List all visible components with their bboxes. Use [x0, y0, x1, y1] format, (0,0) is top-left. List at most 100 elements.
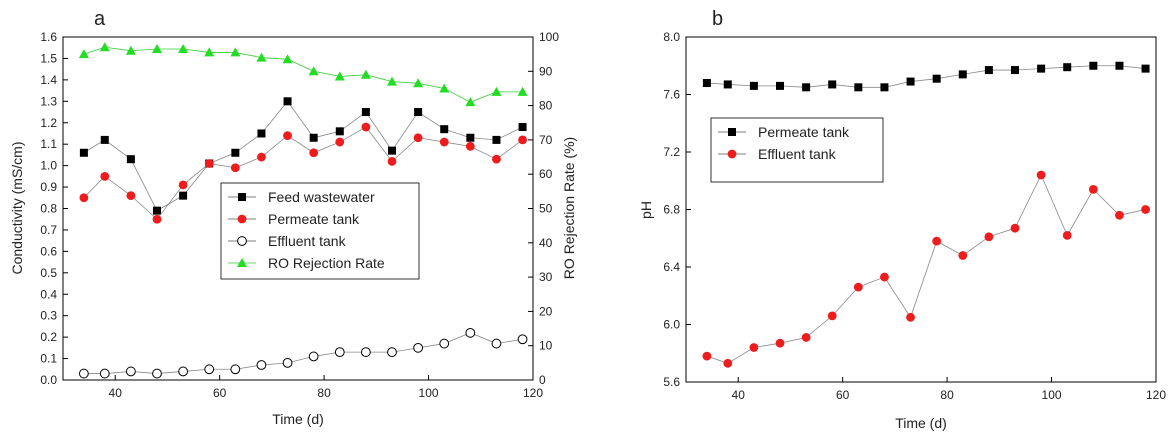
- data-point: [100, 171, 110, 181]
- data-point: [78, 368, 89, 379]
- data-point: [958, 70, 967, 79]
- y-axis-label-a: Conductivity (mS/cm): [9, 141, 25, 274]
- y-tick-label: 1.3: [40, 94, 57, 108]
- data-point: [79, 148, 88, 157]
- legend-b: Permeate tank Effluent tank: [710, 117, 884, 183]
- data-point: [1036, 170, 1046, 180]
- data-point: [99, 368, 110, 379]
- x-tick-label: 80: [940, 388, 954, 402]
- data-point: [932, 74, 941, 83]
- data-point: [775, 338, 785, 348]
- data-point: [360, 347, 371, 358]
- panel-label-b: b: [712, 8, 723, 30]
- y2-axis-label-a: RO Rejection Rate (%): [561, 137, 577, 279]
- data-point: [1115, 61, 1124, 70]
- legend-label: Effluent tank: [758, 146, 837, 162]
- y-tick-label: 0.2: [40, 330, 57, 344]
- data-point: [231, 148, 240, 157]
- y-tick-label: 0.6: [40, 244, 57, 258]
- legend-marker: [728, 128, 736, 136]
- legend-marker: [237, 258, 247, 267]
- y2-tick-label: 40: [539, 236, 553, 250]
- y-tick-label: 0.3: [40, 309, 57, 323]
- data-point: [854, 83, 863, 92]
- data-point: [256, 360, 267, 370]
- y-tick-label: 0.0: [40, 373, 57, 387]
- data-point: [1037, 64, 1046, 73]
- data-point: [78, 49, 89, 59]
- data-point: [414, 108, 423, 117]
- y2-tick-label: 70: [539, 133, 553, 147]
- data-point: [1063, 63, 1072, 72]
- x-axis-label-a: Time (d): [272, 411, 324, 427]
- y2-tick-label: 50: [539, 202, 553, 216]
- data-point: [282, 357, 293, 368]
- data-point: [413, 133, 423, 143]
- legend-label: RO Rejection Rate: [268, 255, 385, 271]
- x-axis-label-b: Time (d): [895, 415, 947, 431]
- data-point: [360, 69, 371, 79]
- data-point: [1141, 205, 1150, 214]
- legend-marker: [238, 193, 246, 201]
- data-point: [491, 338, 502, 349]
- data-point: [257, 129, 266, 138]
- y-tick-label: 0.9: [40, 180, 57, 194]
- data-point: [853, 282, 863, 292]
- y-tick-label: 7.2: [663, 145, 680, 159]
- series-line: [706, 65, 1146, 88]
- data-point: [204, 47, 215, 57]
- data-point: [440, 125, 449, 134]
- legend-label: Feed wastewater: [268, 189, 375, 205]
- data-point: [413, 342, 424, 353]
- y2-tick-label: 80: [539, 99, 553, 113]
- data-point: [361, 108, 370, 117]
- y-tick-label: 1.2: [40, 116, 57, 130]
- data-point: [802, 83, 811, 92]
- data-point: [179, 191, 188, 200]
- y-axis-label-b: pH: [638, 201, 654, 219]
- data-point: [880, 272, 889, 282]
- data-point: [152, 214, 162, 224]
- legend-a: Feed wastewater Permeate tank Effluent tan…: [220, 182, 420, 280]
- y-tick-label: 0.7: [40, 223, 57, 237]
- data-point: [283, 97, 292, 106]
- data-point: [178, 366, 189, 377]
- data-point: [906, 312, 915, 322]
- data-point: [204, 364, 215, 375]
- data-point: [309, 148, 319, 158]
- data-point: [518, 135, 527, 145]
- data-point: [387, 156, 397, 166]
- y2-tick-label: 20: [539, 304, 553, 318]
- legend-label: Effluent tank: [268, 233, 347, 249]
- data-point: [827, 311, 837, 321]
- y-tick-label: 6.8: [663, 203, 680, 217]
- y-tick-label: 7.6: [663, 88, 680, 102]
- data-point: [801, 333, 811, 342]
- series-line: [706, 174, 1146, 364]
- legend-label: Permeate tank: [268, 211, 360, 227]
- y-tick-label: 1.5: [40, 51, 57, 65]
- data-point: [153, 206, 161, 215]
- x-tick-label: 80: [317, 386, 331, 400]
- data-point: [880, 83, 889, 92]
- data-point: [702, 351, 712, 361]
- data-point: [958, 251, 968, 260]
- y2-tick-label: 90: [539, 64, 553, 78]
- y-tick-label: 6.0: [663, 318, 680, 332]
- panel-label-a: a: [94, 8, 106, 30]
- data-point: [230, 47, 241, 57]
- legend-label: Permeate tank: [758, 124, 850, 140]
- data-point: [723, 80, 732, 89]
- y-tick-label: 1.1: [40, 137, 57, 151]
- x-tick-label: 120: [1146, 388, 1166, 402]
- data-point: [749, 81, 758, 90]
- data-point: [1088, 184, 1098, 194]
- series-line: [83, 46, 523, 103]
- data-point: [491, 86, 502, 96]
- data-point: [439, 338, 450, 349]
- data-point: [283, 131, 292, 141]
- x-tick-label: 60: [213, 386, 227, 400]
- y-tick-label: 1.6: [40, 30, 57, 44]
- series-group-a: [78, 42, 528, 379]
- data-point: [465, 141, 475, 151]
